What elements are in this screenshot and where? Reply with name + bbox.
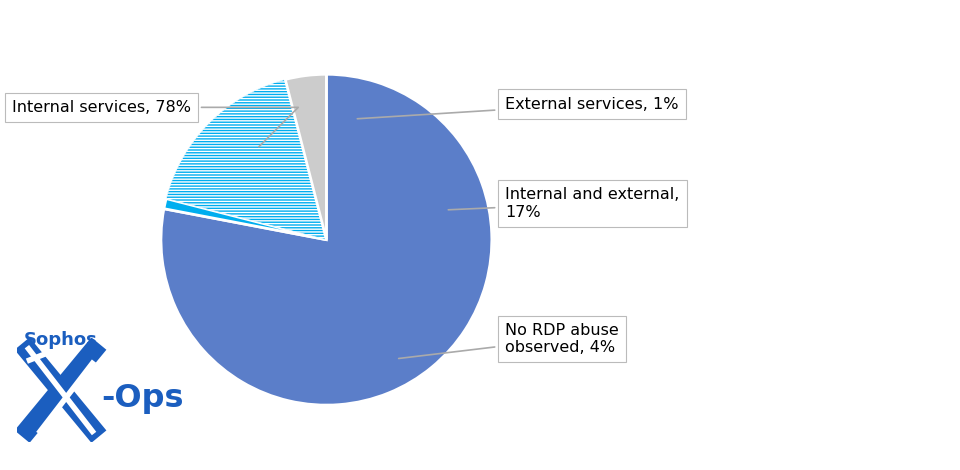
Text: Internal services, 78%: Internal services, 78% [12, 100, 299, 147]
Wedge shape [166, 79, 326, 240]
Wedge shape [164, 198, 326, 240]
Wedge shape [161, 74, 492, 405]
Text: External services, 1%: External services, 1% [357, 96, 679, 119]
Text: Sophos: Sophos [24, 331, 98, 350]
Text: No RDP abuse
observed, 4%: No RDP abuse observed, 4% [398, 323, 619, 359]
Text: -Ops: -Ops [101, 383, 183, 414]
Text: Internal and external,
17%: Internal and external, 17% [448, 187, 680, 219]
Wedge shape [285, 74, 326, 240]
